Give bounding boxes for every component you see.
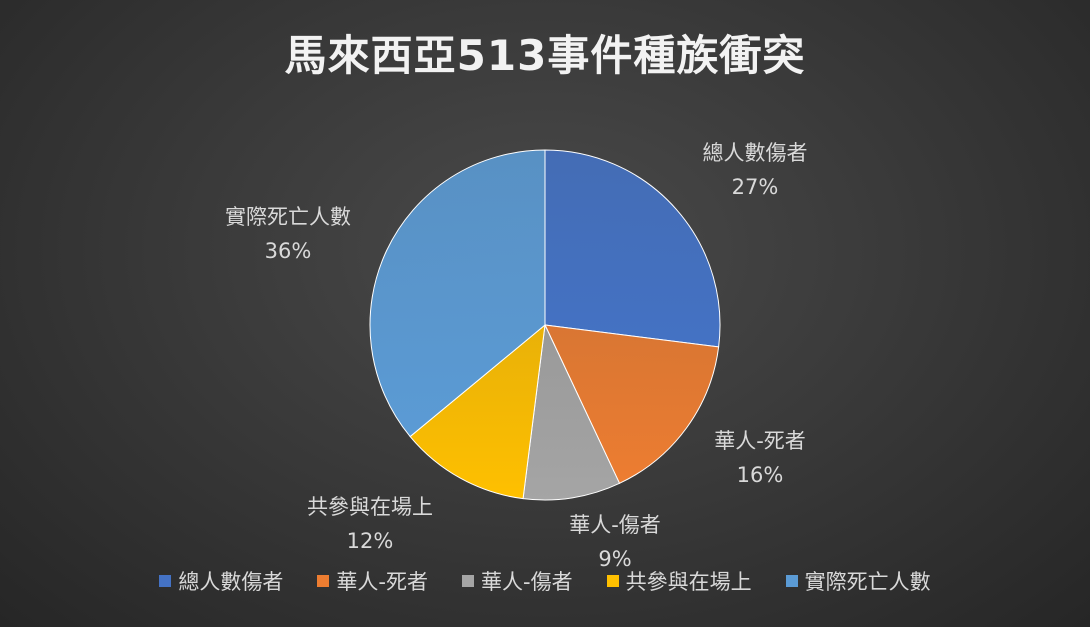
data-label-2-name: 華人-傷者 — [569, 513, 661, 537]
legend-item-3[interactable]: 共參與在場上 — [606, 566, 752, 596]
data-label-2-value: 9% — [598, 547, 632, 571]
chart-title: 馬來西亞513事件種族衝突 — [284, 31, 806, 80]
legend-label-1: 華人-死者 — [336, 570, 428, 594]
data-label-1-name: 華人-死者 — [714, 429, 806, 453]
legend-swatch-2 — [462, 575, 474, 587]
data-label-4-name: 實際死亡人數 — [225, 205, 351, 229]
data-label-0-name: 總人數傷者 — [702, 141, 808, 165]
legend-item-4[interactable]: 實際死亡人數 — [785, 566, 931, 596]
data-label-3-name: 共參與在場上 — [307, 495, 433, 519]
legend: 總人數傷者 華人-死者 華人-傷者 共參與在場上 實際死亡人數 — [0, 566, 1090, 596]
pie-slice-0[interactable] — [544, 149, 721, 348]
data-label-1: 華人-死者 16% — [685, 424, 835, 492]
legend-swatch-1 — [317, 575, 330, 587]
legend-swatch-3 — [606, 575, 619, 587]
pie-slice-3[interactable] — [409, 323, 546, 500]
pie-slice-1[interactable] — [544, 324, 720, 485]
data-label-3: 共參與在場上 12% — [280, 490, 460, 558]
data-label-1-value: 16% — [736, 463, 784, 487]
data-label-0-value: 27% — [731, 175, 779, 199]
legend-label-4: 實際死亡人數 — [804, 570, 931, 594]
legend-item-0[interactable]: 總人數傷者 — [159, 566, 283, 596]
data-label-4-value: 36% — [264, 239, 312, 263]
legend-label-3: 共參與在場上 — [625, 570, 752, 594]
legend-label-2: 華人-傷者 — [481, 570, 573, 594]
legend-swatch-4 — [785, 575, 798, 587]
legend-swatch-0 — [159, 575, 172, 587]
pie-slice-4[interactable] — [369, 149, 546, 438]
legend-item-2[interactable]: 華人-傷者 — [462, 566, 573, 596]
legend-item-1[interactable]: 華人-死者 — [317, 566, 428, 596]
data-label-0: 總人數傷者 27% — [680, 136, 830, 204]
legend-label-0: 總人數傷者 — [178, 570, 284, 594]
pie-slice-2[interactable] — [522, 323, 621, 501]
data-label-4: 實際死亡人數 36% — [198, 200, 378, 268]
data-label-2: 華人-傷者 9% — [535, 508, 695, 576]
data-label-3-value: 12% — [346, 529, 394, 553]
